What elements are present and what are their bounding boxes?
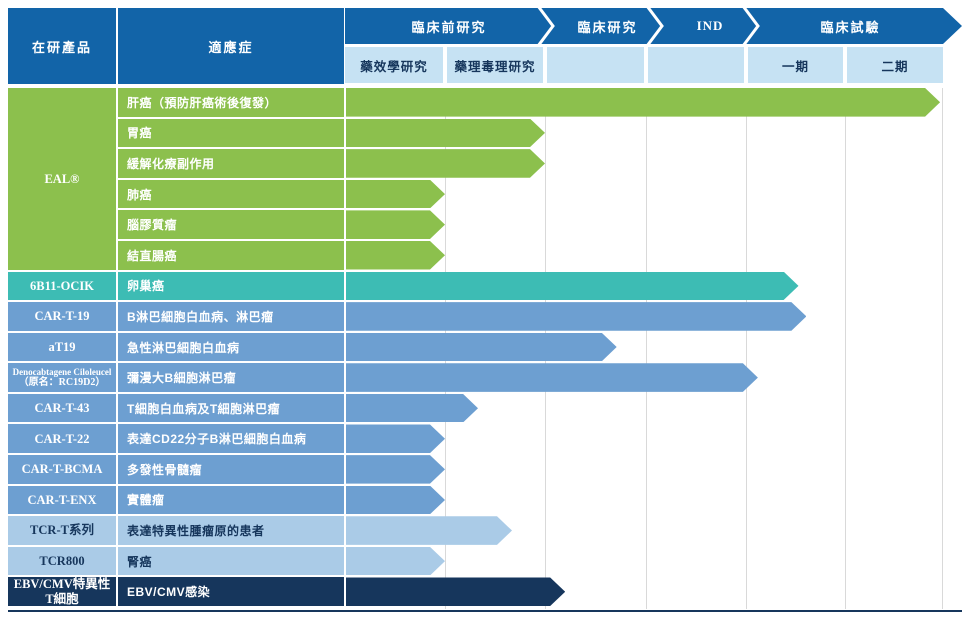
stage-label-clinical-research: 臨床研究 xyxy=(577,19,638,35)
progress-bar xyxy=(346,119,545,148)
indication-cell: 急性淋巴細胞白血病 xyxy=(118,332,344,362)
indication-cell: 表達CD22分子B淋巴細胞白血病 xyxy=(118,424,344,454)
progress-bar xyxy=(346,486,445,515)
subheader-ind xyxy=(648,47,744,83)
progress-bar xyxy=(346,394,478,423)
progress-bar xyxy=(346,241,445,270)
gridline xyxy=(942,88,943,609)
indication-cell: 實體瘤 xyxy=(118,485,344,515)
progress-bar xyxy=(346,424,445,453)
product-cell: aT19 xyxy=(8,332,116,362)
product-name: EAL® xyxy=(44,171,80,186)
product-name: aT19 xyxy=(48,339,76,354)
product-cell: CAR-T-22 xyxy=(8,424,116,454)
subheader-phase2: 二期 xyxy=(847,47,943,83)
header-product-column: 在研產品 xyxy=(8,8,116,84)
header-indication-column: 適應症 xyxy=(118,8,344,84)
subheader-toxicology: 藥理毒理研究 xyxy=(447,47,543,83)
progress-bar xyxy=(346,577,565,606)
product-cell: TCR800 xyxy=(8,546,116,576)
product-cell: CAR-T-BCMA xyxy=(8,455,116,484)
indication-cell: 腎癌 xyxy=(118,546,344,576)
product-name: Denocabtagene Ciloleucel xyxy=(12,366,112,377)
indication-cell: B淋巴細胞白血病、淋巴瘤 xyxy=(118,302,344,331)
indication-cell: 腦膠質瘤 xyxy=(118,210,344,239)
progress-bar xyxy=(346,149,545,178)
product-cell: CAR-T-19 xyxy=(8,302,116,331)
stage-label-clinical-trial: 臨床試驗 xyxy=(820,19,881,35)
product-name: CAR-T-43 xyxy=(34,401,90,415)
gridline xyxy=(746,88,747,609)
gridline xyxy=(845,88,846,609)
indication-cell: 卵巢癌 xyxy=(118,271,344,301)
stage-label-ind: IND xyxy=(696,18,724,33)
stage-label-preclinical: 臨床前研究 xyxy=(411,19,487,35)
product-name: CAR-T-ENX xyxy=(27,492,97,507)
indication-cell: 結直腸癌 xyxy=(118,240,344,270)
indication-cell: T細胞白血病及T細胞淋巴瘤 xyxy=(118,393,344,423)
progress-bar xyxy=(346,363,758,392)
product-name: T細胞 xyxy=(45,591,79,606)
bottom-border xyxy=(8,610,962,612)
progress-bar xyxy=(346,180,445,209)
progress-bar xyxy=(346,455,445,484)
indication-cell: 肺癌 xyxy=(118,179,344,209)
progress-bar xyxy=(346,302,806,331)
indication-cell: 表達特異性腫瘤原的患者 xyxy=(118,516,344,545)
progress-bar xyxy=(346,210,445,239)
indication-cell: 緩解化療副作用 xyxy=(118,149,344,178)
stage-banner: 臨床前研究 臨床研究 IND 臨床試驗 xyxy=(345,8,962,44)
indication-cell: EBV/CMV感染 xyxy=(118,577,344,607)
product-name: CAR-T-19 xyxy=(34,309,90,324)
product-cell: EBV/CMV特異性 T細胞 xyxy=(8,577,116,607)
product-former-name: （原名：RC19D2） xyxy=(18,377,106,389)
product-cell: EAL® xyxy=(8,88,116,270)
product-name: CAR-T-BCMA xyxy=(21,462,103,477)
progress-bar xyxy=(346,333,617,362)
progress-bar xyxy=(346,516,512,545)
product-cell: TCR-T系列 xyxy=(8,516,116,545)
chevron-divider-icon xyxy=(536,8,760,44)
indication-cell: 多發性骨髓瘤 xyxy=(118,455,344,484)
subheader-clinical-research xyxy=(547,47,644,83)
product-cell: Denocabtagene Ciloleucel （原名：RC19D2） xyxy=(8,363,116,392)
product-cell: CAR-T-43 xyxy=(8,393,116,423)
product-name: CAR-T-22 xyxy=(34,431,90,446)
progress-bar xyxy=(346,272,799,301)
product-name: TCR800 xyxy=(39,553,85,568)
gridline xyxy=(646,88,647,609)
product-name: 6B11-OCIK xyxy=(30,278,94,293)
indication-cell: 彌漫大B細胞淋巴瘤 xyxy=(118,363,344,392)
product-cell: 6B11-OCIK xyxy=(8,271,116,301)
product-name: TCR-T系列 xyxy=(30,523,94,538)
product-name: EBV/CMV特異性 xyxy=(13,577,111,592)
indication-cell: 肝癌（預防肝癌術後復發） xyxy=(118,88,344,117)
progress-bar xyxy=(346,88,940,117)
indication-cell: 胃癌 xyxy=(118,118,344,148)
product-cell: CAR-T-ENX xyxy=(8,485,116,515)
subheader-phase1: 一期 xyxy=(748,47,843,83)
subheader-pharmacodynamics: 藥效學研究 xyxy=(345,47,443,83)
progress-bar xyxy=(346,547,445,576)
